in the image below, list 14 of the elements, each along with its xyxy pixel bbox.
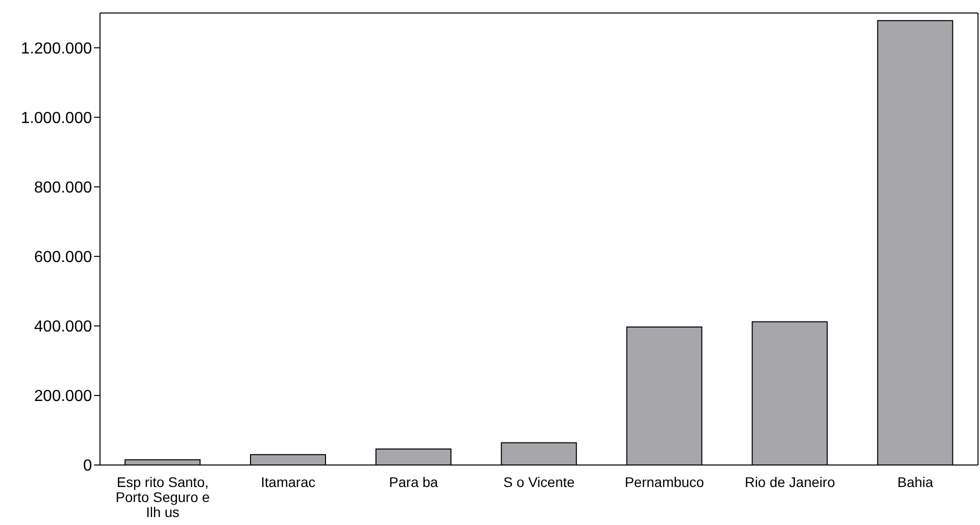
x-tick-label: S o Vicente bbox=[503, 474, 575, 490]
x-tick-label: Esp rito Santo, Porto Seguro e Ilh us bbox=[116, 474, 210, 520]
y-tick-label: 200.000 bbox=[34, 388, 92, 406]
x-tick-label: Rio de Janeiro bbox=[744, 474, 836, 490]
y-tick-label: 800.000 bbox=[34, 180, 92, 197]
x-tick-label: Pernambuco bbox=[624, 474, 704, 490]
x-tick-label: Itamarac bbox=[260, 474, 316, 490]
y-tick-label: 0 bbox=[83, 458, 92, 475]
y-tick-label: 600.000 bbox=[34, 249, 92, 266]
y-tick-label: 1.000.000 bbox=[20, 110, 92, 127]
y-tick-label: 400.000 bbox=[34, 318, 92, 336]
y-tick-label: 1.200.000 bbox=[20, 40, 92, 58]
x-tick-label: Bahia bbox=[897, 474, 934, 490]
x-tick-label: Para ba bbox=[389, 474, 438, 490]
